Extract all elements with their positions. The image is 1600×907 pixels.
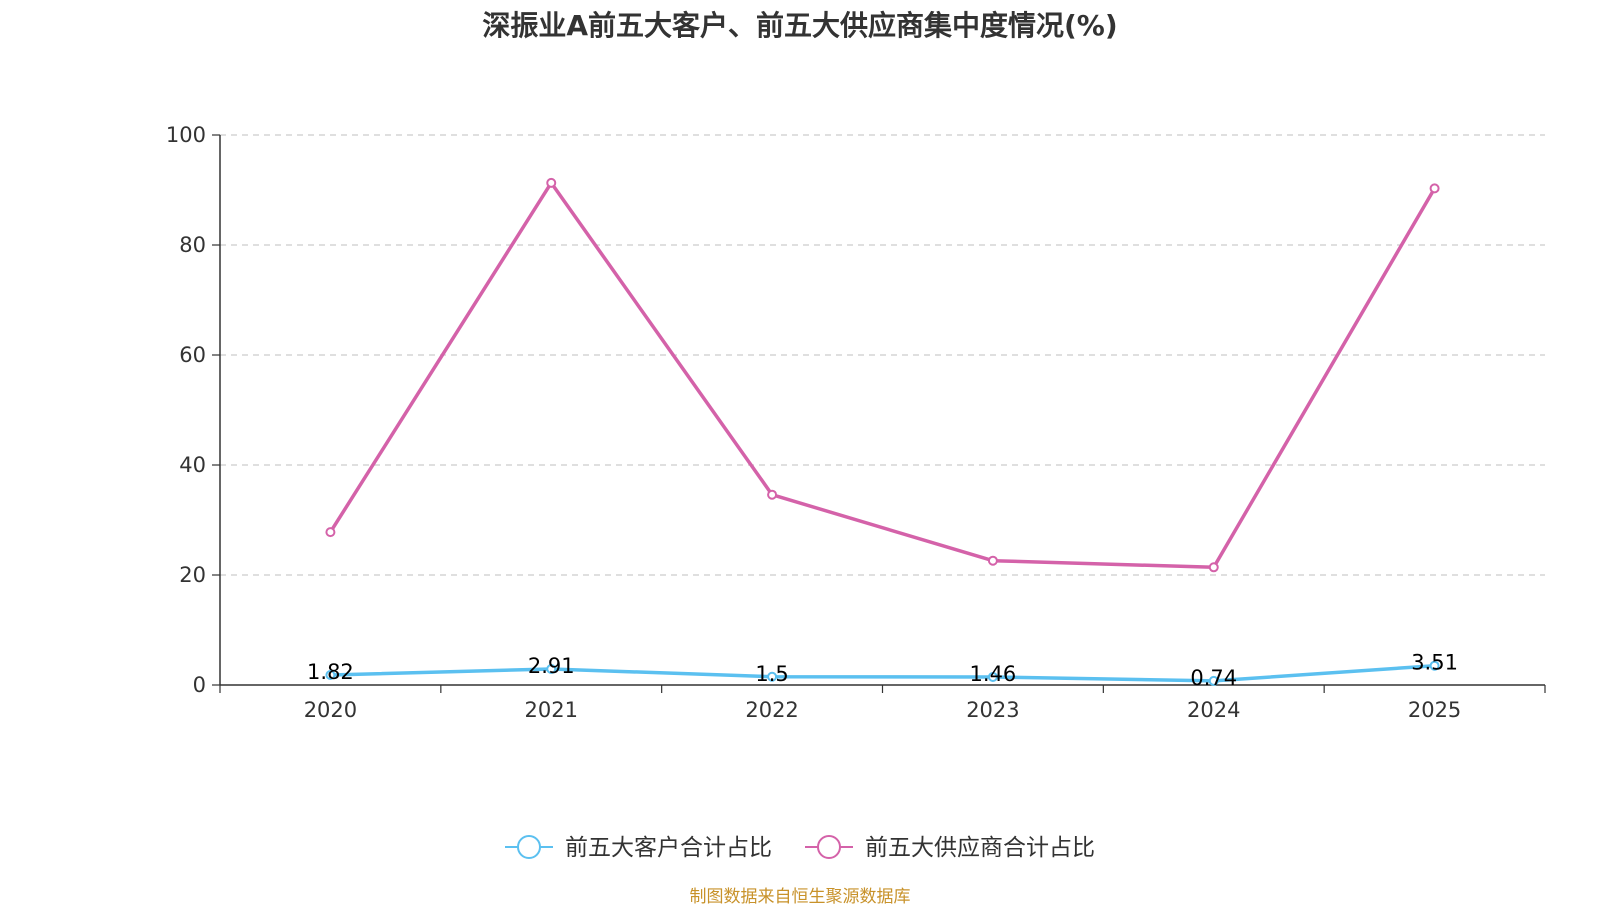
legend-label-1: 前五大客户合计占比 <box>565 835 772 861</box>
data-point-2-2022[interactable] <box>767 489 778 500</box>
data-label-2024: 0.74 <box>1190 666 1237 690</box>
x-tick-label-2021: 2021 <box>525 698 578 722</box>
data-point-1-2023[interactable] <box>987 671 998 682</box>
source-note: 制图数据来自恒生聚源数据库 <box>689 887 911 907</box>
data-point-1-2022[interactable] <box>767 671 778 682</box>
x-tick-label-2020: 2020 <box>304 698 357 722</box>
data-point-1-2021[interactable] <box>546 663 557 674</box>
data-point-1-2025[interactable] <box>1429 660 1440 671</box>
y-tick-label-80: 80 <box>179 233 206 257</box>
y-tick-label-40: 40 <box>179 453 206 477</box>
legend-swatch-marker-1 <box>517 835 541 859</box>
data-labels: 1.82 2.91 1.5 1.46 0.74 3.51 <box>307 651 1458 690</box>
data-point-1-2024[interactable] <box>1208 675 1219 686</box>
legend-label-2: 前五大供应商合计占比 <box>865 835 1095 861</box>
x-tick-label-2023: 2023 <box>966 698 1019 722</box>
data-label-2025: 3.51 <box>1411 651 1458 675</box>
y-tick-label-0: 0 <box>193 673 206 697</box>
data-point-1-2020[interactable] <box>325 669 336 680</box>
x-tick-label-2024: 2024 <box>1187 698 1240 722</box>
data-point-2-2021[interactable] <box>546 177 557 188</box>
grid-lines <box>220 134 1545 576</box>
legend-item-1[interactable]: 前五大客户合计占比 <box>505 835 772 861</box>
series-line-1 <box>330 663 1435 683</box>
data-point-2-2024[interactable] <box>1208 562 1219 573</box>
legend-item-2[interactable]: 前五大供应商合计占比 <box>805 835 1095 861</box>
y-tick-label-100: 100 <box>166 123 206 147</box>
y-tick-label-60: 60 <box>179 343 206 367</box>
axes: 0 20 40 60 80 100 2020 2021 2022 2023 2024 2025 <box>166 123 1546 722</box>
x-tick-label-2022: 2022 <box>745 698 798 722</box>
data-label-2023: 1.46 <box>970 662 1017 686</box>
data-point-2-2025[interactable] <box>1429 183 1440 194</box>
data-label-2021: 2.91 <box>528 654 575 678</box>
data-label-2022: 1.5 <box>755 662 788 686</box>
data-label-2020: 1.82 <box>307 660 354 684</box>
series-lines <box>325 177 1440 686</box>
data-point-2-2020[interactable] <box>325 527 336 538</box>
y-tick-label-20: 20 <box>179 563 206 587</box>
chart-title: 深振业A前五大客户、前五大供应商集中度情况(%) <box>482 9 1118 42</box>
data-point-2-2023[interactable] <box>987 555 998 566</box>
series-line-2 <box>328 181 1437 570</box>
legend-swatch-marker-2 <box>817 835 841 859</box>
legend: 前五大客户合计占比 前五大供应商合计占比 <box>505 835 1095 861</box>
x-tick-label-2025: 2025 <box>1408 698 1461 722</box>
